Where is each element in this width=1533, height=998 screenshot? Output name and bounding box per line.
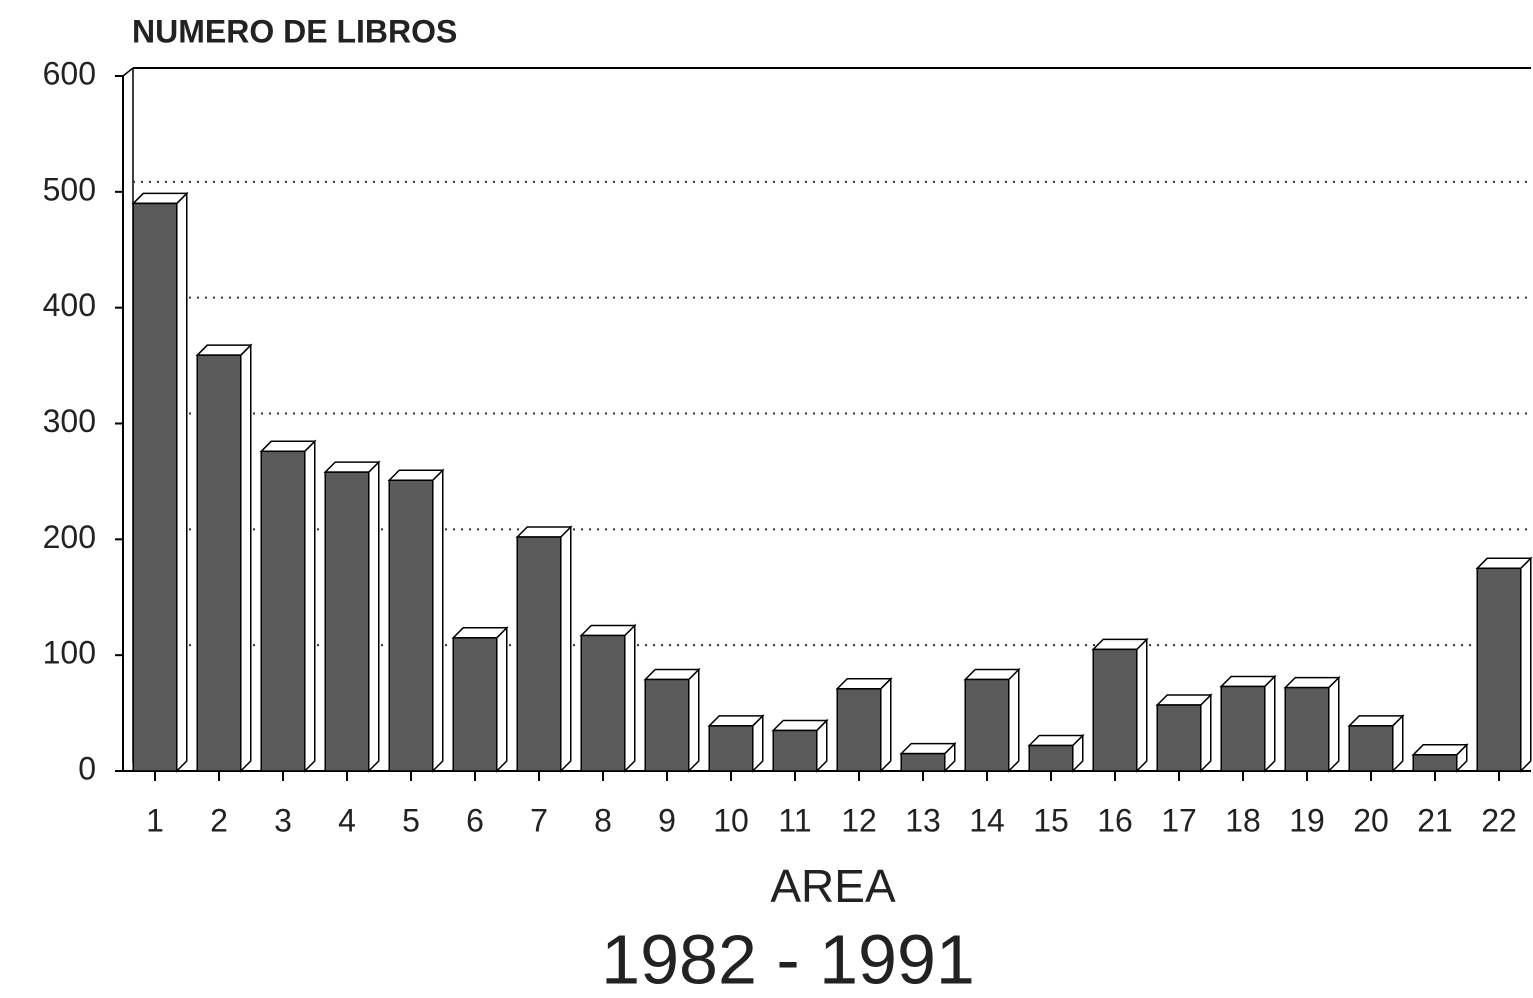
bar-top: [707, 715, 765, 727]
bar-top: [963, 668, 1021, 681]
bar-top: [1027, 734, 1085, 747]
x-tick-label: 4: [338, 802, 356, 838]
x-tick-label: 3: [274, 802, 292, 838]
bar: [1092, 648, 1138, 772]
bar-top: [1411, 744, 1469, 756]
bar-top: [1347, 715, 1405, 727]
bar-side: [432, 468, 444, 773]
bar: [772, 729, 818, 772]
x-tick-label: 8: [594, 802, 612, 838]
x-tick-label: 15: [1033, 802, 1069, 838]
x-tick-label: 20: [1353, 802, 1389, 838]
y-tick-label: 600: [43, 55, 96, 91]
bar-top: [515, 526, 573, 538]
bar: [1284, 686, 1330, 772]
bar-side: [1008, 667, 1020, 773]
x-tick-label: 17: [1161, 802, 1197, 838]
bar-top: [195, 344, 253, 356]
bar: [1028, 744, 1074, 772]
bar-side: [368, 460, 380, 773]
bar-side: [624, 623, 636, 773]
bar: [580, 634, 626, 772]
y-tick-label: 400: [43, 287, 96, 323]
bar-side: [1136, 637, 1148, 773]
bar: [388, 479, 434, 772]
bar: [1476, 567, 1522, 772]
bar: [708, 725, 754, 772]
x-tick-label: 9: [658, 802, 676, 838]
bar: [516, 536, 562, 772]
bar-side: [176, 191, 188, 773]
x-tick-label: 21: [1417, 802, 1453, 838]
bar: [1156, 704, 1202, 772]
x-tick-label: 19: [1289, 802, 1325, 838]
bar-top: [1219, 675, 1277, 688]
bar: [1412, 754, 1458, 772]
bar-top: [1155, 694, 1213, 706]
wall-edge: [122, 67, 134, 77]
bar-top: [579, 624, 637, 637]
bar-side: [1264, 674, 1276, 773]
bar: [1348, 725, 1394, 772]
bar-side: [880, 676, 892, 773]
bar-top: [323, 461, 381, 473]
x-tick-label: 1: [146, 802, 164, 838]
bar-top: [835, 678, 893, 690]
x-tick-label: 13: [905, 802, 941, 838]
bar: [836, 688, 882, 772]
y-tick-label: 500: [43, 171, 96, 207]
bar-top: [643, 668, 701, 681]
x-tick-label: 22: [1481, 802, 1517, 838]
subtitle: 1982 - 1991: [601, 920, 975, 998]
bar-side: [304, 439, 316, 773]
x-tick-label: 18: [1225, 802, 1261, 838]
bar: [452, 637, 498, 772]
y-tick-label: 0: [78, 750, 96, 786]
x-tick-label: 11: [778, 802, 811, 838]
bar-top: [771, 719, 829, 732]
bar-side: [688, 667, 700, 773]
bar-top: [387, 469, 445, 482]
x-tick-label: 14: [969, 802, 1005, 838]
y-tick-label: 300: [43, 403, 96, 439]
x-tick-label: 7: [530, 802, 548, 838]
bar: [324, 471, 370, 772]
x-tick-label: 10: [713, 802, 749, 838]
bar: [964, 678, 1010, 772]
bar: [132, 202, 178, 772]
x-tick-label: 5: [402, 802, 420, 838]
bar-top: [131, 192, 189, 205]
x-axis-label: AREA: [770, 860, 896, 912]
x-tick-label: 12: [841, 802, 877, 838]
x-tick-label: 16: [1097, 802, 1133, 838]
bar: [196, 354, 242, 772]
bar-side: [560, 525, 572, 773]
bar-top: [1283, 676, 1341, 689]
bar-top: [451, 627, 509, 639]
bar-side: [1328, 675, 1340, 773]
axis-title: NUMERO DE LIBROS: [132, 13, 457, 49]
bar-top: [899, 742, 957, 755]
bar-side: [496, 625, 508, 773]
bar-side: [240, 343, 252, 773]
bar: [644, 678, 690, 772]
bar-side: [1520, 556, 1532, 773]
bar-side: [1200, 693, 1212, 773]
bar: [260, 450, 306, 772]
bar-top: [1091, 638, 1149, 651]
x-tick-label: 2: [210, 802, 228, 838]
bar: [1220, 685, 1266, 772]
x-tick-label: 6: [466, 802, 484, 838]
y-tick-label: 200: [43, 519, 96, 555]
y-tick-label: 100: [43, 635, 96, 671]
bar-top: [259, 440, 317, 453]
bar-top: [1475, 557, 1533, 570]
bar: [900, 752, 946, 772]
